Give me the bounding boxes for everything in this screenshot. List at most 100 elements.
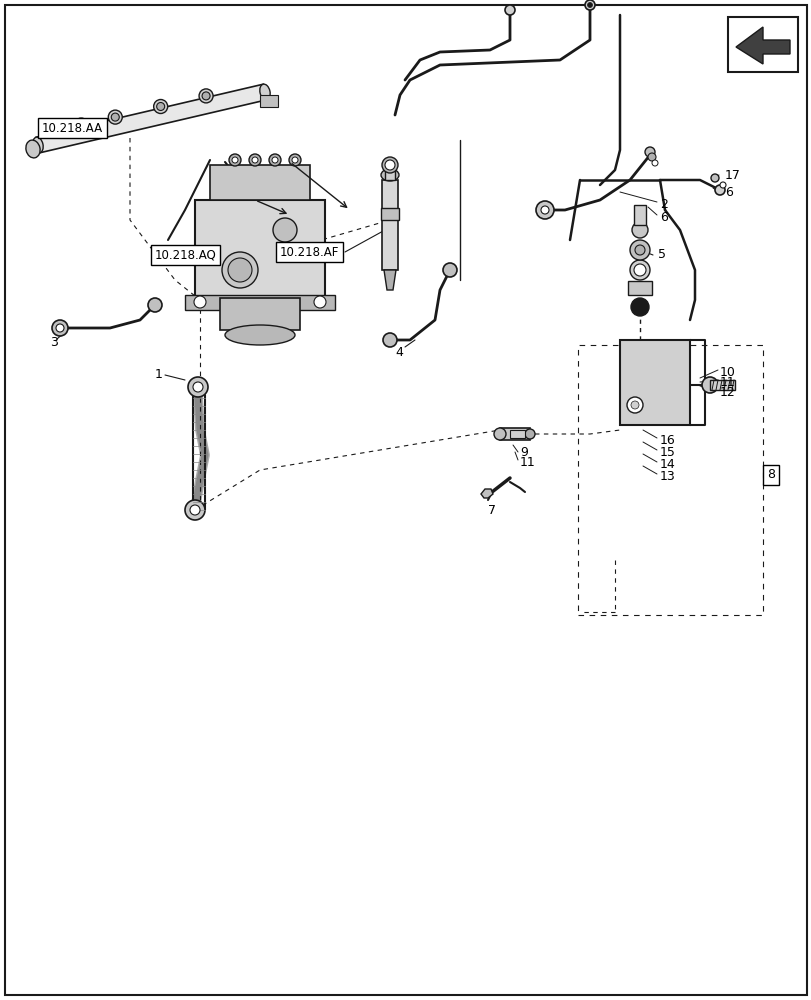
Circle shape: [251, 157, 258, 163]
Ellipse shape: [225, 325, 294, 345]
Text: 17: 17: [724, 169, 740, 182]
Circle shape: [194, 296, 206, 308]
Circle shape: [268, 154, 281, 166]
Circle shape: [111, 113, 119, 121]
Bar: [380, 208, 398, 220]
Bar: [195, 200, 324, 300]
Text: 2: 2: [659, 198, 667, 211]
Circle shape: [249, 154, 260, 166]
Circle shape: [292, 157, 298, 163]
Circle shape: [710, 174, 718, 182]
Circle shape: [540, 206, 548, 214]
Circle shape: [443, 263, 457, 277]
Circle shape: [626, 397, 642, 413]
Text: 1: 1: [155, 368, 163, 381]
Circle shape: [272, 157, 277, 163]
Circle shape: [647, 153, 655, 161]
Circle shape: [631, 222, 647, 238]
Text: 16: 16: [659, 434, 675, 446]
Text: 14: 14: [659, 458, 675, 471]
Text: 6: 6: [724, 186, 732, 199]
Text: 13: 13: [659, 470, 675, 483]
Bar: [185, 295, 335, 310]
Circle shape: [587, 3, 592, 8]
Circle shape: [493, 428, 505, 440]
Circle shape: [108, 110, 122, 124]
Circle shape: [77, 121, 85, 129]
Circle shape: [289, 154, 301, 166]
Circle shape: [193, 382, 203, 392]
Circle shape: [630, 298, 648, 316]
Circle shape: [504, 5, 514, 15]
Ellipse shape: [32, 137, 43, 153]
Bar: [500, 428, 530, 440]
Circle shape: [148, 298, 162, 312]
Circle shape: [535, 201, 553, 219]
Circle shape: [702, 377, 717, 393]
Text: 10.218.AA: 10.218.AA: [42, 122, 103, 135]
Polygon shape: [480, 489, 492, 498]
Text: 15: 15: [659, 446, 675, 458]
Circle shape: [384, 160, 394, 170]
Text: 3: 3: [50, 336, 58, 349]
Bar: [220, 298, 299, 330]
Circle shape: [633, 264, 646, 276]
Circle shape: [634, 245, 644, 255]
Circle shape: [644, 147, 654, 157]
Circle shape: [232, 157, 238, 163]
Circle shape: [185, 500, 204, 520]
Circle shape: [651, 160, 657, 166]
Circle shape: [584, 0, 594, 10]
Circle shape: [714, 185, 724, 195]
Circle shape: [381, 157, 397, 173]
Text: 7: 7: [487, 504, 496, 516]
Circle shape: [229, 154, 241, 166]
Text: 12: 12: [719, 385, 735, 398]
Bar: [260, 95, 277, 107]
Polygon shape: [384, 270, 396, 290]
Circle shape: [199, 89, 212, 103]
Circle shape: [228, 258, 251, 282]
Circle shape: [153, 100, 167, 114]
Text: 5: 5: [657, 248, 665, 261]
Bar: [384, 160, 394, 180]
Text: 10: 10: [719, 365, 735, 378]
Text: o: o: [661, 390, 667, 400]
Circle shape: [272, 218, 297, 242]
Circle shape: [383, 333, 397, 347]
Circle shape: [314, 296, 325, 308]
Circle shape: [157, 103, 165, 111]
Bar: [633, 205, 646, 225]
Circle shape: [719, 182, 725, 188]
Circle shape: [190, 505, 200, 515]
Bar: [727, 17, 797, 72]
Circle shape: [202, 92, 210, 100]
Polygon shape: [735, 27, 789, 64]
Text: 4: 4: [394, 346, 402, 359]
Ellipse shape: [380, 169, 398, 181]
Text: 11: 11: [519, 456, 535, 468]
Ellipse shape: [26, 140, 40, 158]
Bar: [381, 180, 397, 270]
Circle shape: [629, 240, 649, 260]
Circle shape: [525, 429, 534, 439]
Text: 11: 11: [719, 375, 735, 388]
Text: 8: 8: [766, 468, 774, 482]
Bar: [620, 340, 689, 425]
Text: 10.218.AF: 10.218.AF: [280, 245, 339, 258]
Circle shape: [188, 377, 208, 397]
Circle shape: [74, 118, 88, 132]
Bar: [210, 165, 310, 200]
Bar: [509, 430, 525, 438]
Bar: [709, 380, 734, 390]
Circle shape: [56, 324, 64, 332]
Bar: [627, 281, 651, 295]
Circle shape: [629, 260, 649, 280]
Ellipse shape: [260, 84, 270, 100]
Circle shape: [630, 401, 638, 409]
Circle shape: [221, 252, 258, 288]
Text: 6: 6: [659, 211, 667, 224]
Text: 10.218.AQ: 10.218.AQ: [155, 248, 217, 261]
Text: 9: 9: [519, 446, 527, 458]
Polygon shape: [36, 84, 267, 153]
